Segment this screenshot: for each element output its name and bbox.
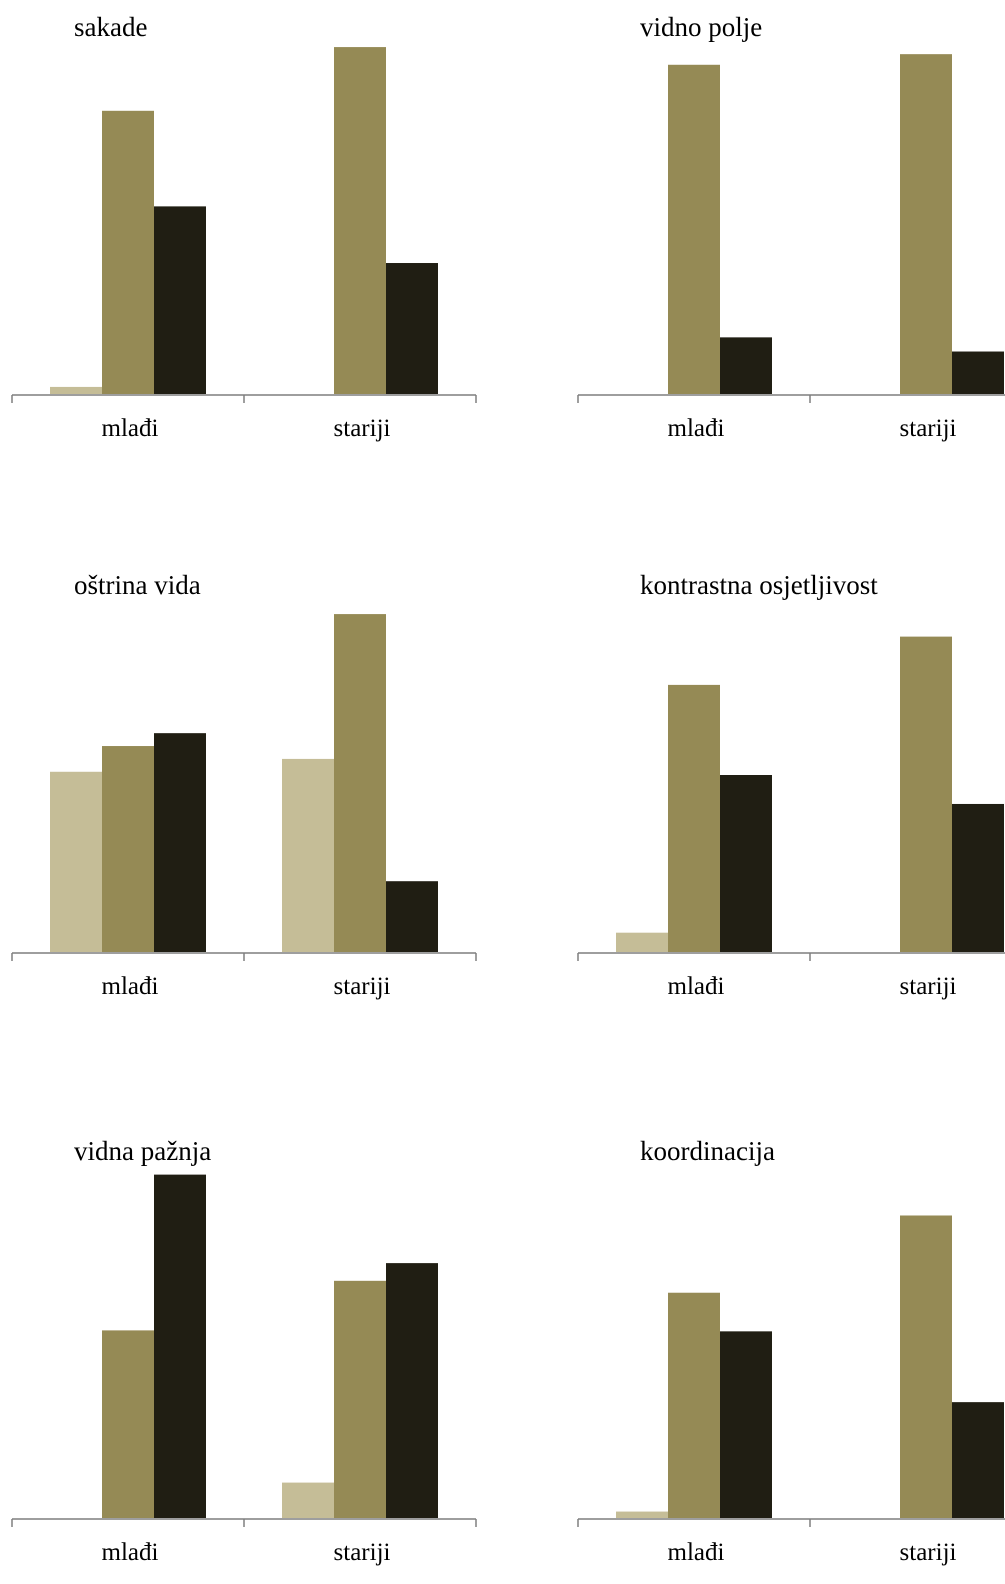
chart-title: vidna pažnja: [74, 1136, 212, 1166]
bar: [952, 351, 1004, 394]
x-tick-label: stariji: [900, 973, 957, 1000]
chart-panel: koordinacija mlađi stariji: [566, 1124, 1005, 1584]
x-tick-label: mlađi: [668, 973, 725, 1000]
bar: [952, 1402, 1004, 1518]
bar: [334, 47, 386, 395]
bar: [154, 206, 206, 394]
chart-title: vidno polje: [640, 12, 763, 42]
bar: [102, 746, 154, 952]
bar: [900, 1215, 952, 1518]
x-tick-label: stariji: [334, 1539, 391, 1566]
bar: [386, 881, 438, 952]
bar-chart: mlađi stariji: [11, 47, 477, 442]
chart-panel: vidna pažnja mlađi stariji: [0, 1124, 566, 1584]
x-tick-label: stariji: [900, 415, 957, 442]
x-tick-label: stariji: [900, 1539, 957, 1566]
x-tick-label: mlađi: [668, 415, 725, 442]
bar: [900, 54, 952, 394]
bar: [386, 263, 438, 394]
chart-panel: kontrastna osjetljivost mlađi stariji: [566, 558, 1005, 1018]
x-tick-label: mlađi: [668, 1539, 725, 1566]
bar: [720, 337, 772, 394]
bar: [720, 775, 772, 952]
bar: [102, 1330, 154, 1518]
chart-panel: vidno polje mlađi stariji: [566, 0, 1005, 460]
bar: [900, 636, 952, 952]
bar: [334, 1280, 386, 1518]
bar: [720, 1331, 772, 1518]
bar-chart: mlađi stariji: [11, 614, 477, 1000]
bar-chart: mlađi stariji: [11, 1174, 477, 1566]
bar: [282, 1482, 334, 1518]
bar: [334, 614, 386, 952]
bar-chart: mlađi stariji: [577, 54, 1005, 442]
bar: [50, 771, 102, 952]
bar: [50, 386, 102, 394]
bar: [668, 64, 720, 394]
chart-title: sakade: [74, 12, 148, 42]
bar: [668, 1292, 720, 1518]
x-tick-label: mlađi: [102, 973, 159, 1000]
bar: [386, 1263, 438, 1518]
bar: [154, 733, 206, 952]
chart-panel: oštrina vida mlađi stariji: [0, 558, 566, 1018]
chart-title: oštrina vida: [74, 570, 201, 600]
chart-title: kontrastna osjetljivost: [640, 570, 878, 600]
chart-panel: sakade mlađi stariji: [0, 0, 566, 460]
x-tick-label: mlađi: [102, 1539, 159, 1566]
x-tick-label: stariji: [334, 973, 391, 1000]
bar: [282, 758, 334, 952]
bar-chart: mlađi stariji: [577, 1215, 1005, 1566]
bar: [154, 1174, 206, 1518]
bar: [616, 932, 668, 952]
x-tick-label: stariji: [334, 415, 391, 442]
x-tick-label: mlađi: [102, 415, 159, 442]
bar: [616, 1511, 668, 1518]
bar: [952, 803, 1004, 952]
chart-title: koordinacija: [640, 1136, 775, 1166]
bar: [668, 684, 720, 952]
bar-chart: mlađi stariji: [577, 636, 1005, 1000]
bar: [102, 110, 154, 395]
